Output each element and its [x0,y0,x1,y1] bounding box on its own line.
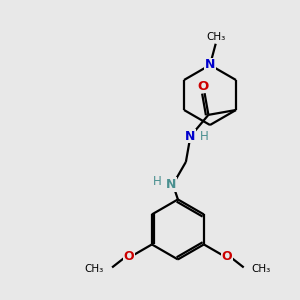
Text: H: H [152,175,161,188]
Text: O: O [197,80,208,93]
Text: N: N [205,58,215,71]
Text: N: N [166,178,176,191]
Text: H: H [200,130,209,143]
Text: O: O [221,250,232,263]
Text: CH₃: CH₃ [252,264,271,274]
Text: CH₃: CH₃ [85,264,104,274]
Text: CH₃: CH₃ [206,32,225,42]
Text: N: N [185,130,196,143]
Text: O: O [124,250,134,263]
